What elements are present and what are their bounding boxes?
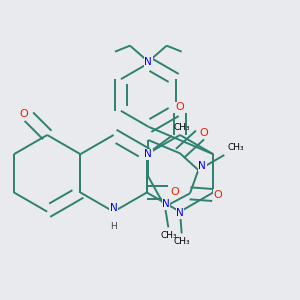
Text: CH₃: CH₃: [161, 231, 177, 240]
Text: N: N: [162, 199, 170, 209]
Text: O: O: [170, 188, 179, 197]
Text: CH₃: CH₃: [228, 143, 244, 152]
Text: O: O: [20, 109, 28, 119]
Text: O: O: [213, 190, 222, 200]
Text: H: H: [110, 222, 117, 231]
Text: N: N: [110, 203, 118, 213]
Text: N: N: [176, 208, 184, 218]
Text: CH₃: CH₃: [173, 124, 190, 133]
Text: N: N: [199, 161, 206, 171]
Text: N: N: [145, 57, 152, 67]
Text: O: O: [200, 128, 208, 138]
Text: O: O: [176, 102, 184, 112]
Text: N: N: [144, 149, 152, 159]
Text: CH₃: CH₃: [173, 237, 190, 246]
